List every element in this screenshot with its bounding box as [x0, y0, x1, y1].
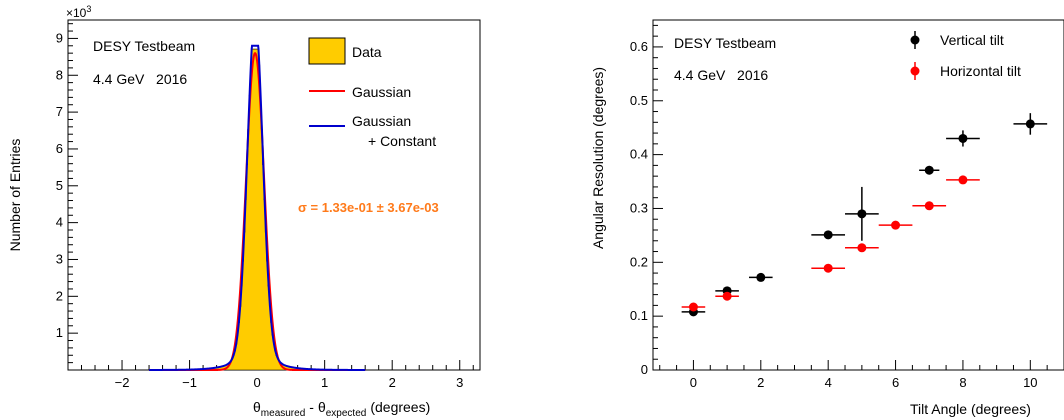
histogram-y-tick-label: 7	[56, 104, 63, 119]
resolution-annotation-energy: 4.4 GeV 2016	[674, 67, 768, 83]
resolution-x-tick-label: 0	[690, 375, 697, 390]
legend-gaussian-label: Gaussian	[352, 84, 411, 100]
histogram-y-axis-label: Number of Entries	[7, 139, 23, 252]
histogram-y-tick-label: 9	[56, 30, 63, 45]
histogram-x-tick-label: −1	[182, 375, 197, 390]
histogram-annotation-energy: 4.4 GeV 2016	[93, 71, 187, 87]
data-point-marker	[722, 291, 732, 301]
resolution-x-tick-label: 6	[892, 375, 899, 390]
histogram-x-tick-label: 0	[253, 375, 260, 390]
data-point-marker	[823, 263, 833, 273]
resolution-y-axis-label: Angular Resolution (degrees)	[590, 67, 606, 249]
data-point-marker	[756, 272, 766, 282]
histogram-y-tick-label: 8	[56, 67, 63, 82]
gaussian-constant-fit-curve	[149, 44, 366, 371]
histogram-y-tick-label: 5	[56, 178, 63, 193]
data-point-marker	[924, 165, 934, 175]
histogram-x-tick-label: 3	[456, 375, 463, 390]
data-point-marker	[857, 209, 867, 219]
resolution-x-tick-label: 8	[959, 375, 966, 390]
histogram-plot-area	[148, 44, 366, 371]
resolution-x-tick-label: 2	[757, 375, 764, 390]
resolution-y-tick-label: 0.1	[630, 308, 648, 323]
histogram-annotation-title: DESY Testbeam	[93, 38, 195, 54]
histogram-y-tick-label: 3	[56, 251, 63, 266]
legend-gaussian-constant-label-2: + Constant	[368, 133, 436, 149]
data-point-marker	[1025, 119, 1035, 129]
histogram-x-tick-label: −2	[115, 375, 130, 390]
legend-data-label: Data	[352, 44, 382, 60]
histogram-x-axis-label: θmeasured - θexpected (degrees)	[253, 399, 430, 419]
legend-gaussian-constant-label-1: Gaussian	[352, 113, 411, 129]
histogram-x-tick-label: 2	[389, 375, 396, 390]
histogram-y-tick-label: 4	[56, 215, 63, 230]
data-point-marker	[891, 220, 901, 230]
resolution-frame	[652, 19, 1064, 371]
legend-marker-vertical-tilt	[910, 35, 920, 45]
resolution-y-tick-label: 0.5	[630, 93, 648, 108]
histogram-y-tick-label: 1	[56, 325, 63, 340]
histogram-y-tick-label: 2	[56, 288, 63, 303]
series-vertical-tilt	[681, 113, 1048, 317]
resolution-annotation-title: DESY Testbeam	[674, 35, 776, 51]
data-point-marker	[958, 133, 968, 143]
resolution-axes: 0 2 4 6 8 10 0 0.1 0.2 0.3 0.4 0.5 0.6	[630, 24, 1064, 390]
data-point-marker	[688, 302, 698, 312]
histogram-y-exponent: ×103	[66, 4, 91, 20]
resolution-panel: 0 2 4 6 8 10 0 0.1 0.2 0.3 0.4 0.5 0.6 Angular Resol…	[590, 19, 1064, 417]
data-point-marker	[857, 243, 867, 253]
resolution-y-tick-label: 0.2	[630, 254, 648, 269]
resolution-y-tick-label: 0.4	[630, 147, 648, 162]
resolution-y-zero-label: 0	[641, 362, 648, 377]
data-point-marker	[924, 201, 934, 211]
resolution-x-axis-label: Tilt Angle (degrees)	[910, 401, 1031, 417]
resolution-y-tick-label: 0.3	[630, 200, 648, 215]
legend-marker-horizontal-tilt	[910, 66, 920, 76]
resolution-y-tick-label: 0.6	[630, 39, 648, 54]
data-point-marker	[823, 230, 833, 240]
data-point-marker	[958, 175, 968, 185]
legend-horizontal-tilt-label: Horizontal tilt	[940, 63, 1021, 79]
histogram-y-tick-label: 6	[56, 141, 63, 156]
histogram-legend: Data Gaussian Gaussian + Constant	[308, 37, 436, 149]
resolution-plot-area	[681, 113, 1048, 317]
histogram-panel: −2 −1 0 1 2 3 1 2 3 4 5 6 7 8 9 Number of Entries ×103…	[7, 4, 481, 419]
histogram-x-tick-label: 1	[321, 375, 328, 390]
series-horizontal-tilt	[681, 175, 980, 312]
resolution-legend: Vertical tilt Horizontal tilt	[910, 31, 1021, 80]
resolution-x-tick-label: 4	[825, 375, 832, 390]
sigma-fit-result: σ = 1.33e-01 ± 3.67e-03	[298, 200, 439, 215]
resolution-x-tick-label: 10	[1023, 375, 1037, 390]
legend-data-swatch	[308, 37, 346, 65]
legend-vertical-tilt-label: Vertical tilt	[940, 32, 1004, 48]
